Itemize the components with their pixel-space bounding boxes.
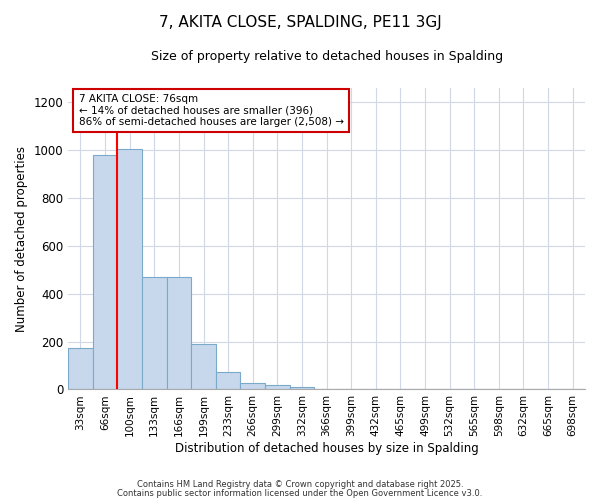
- Bar: [191, 344, 216, 390]
- Y-axis label: Number of detached properties: Number of detached properties: [15, 146, 28, 332]
- Bar: [241, 384, 265, 390]
- Text: 7 AKITA CLOSE: 76sqm
← 14% of detached houses are smaller (396)
86% of semi-deta: 7 AKITA CLOSE: 76sqm ← 14% of detached h…: [79, 94, 344, 127]
- Bar: [265, 384, 290, 390]
- Title: Size of property relative to detached houses in Spalding: Size of property relative to detached ho…: [151, 50, 503, 63]
- Bar: [142, 277, 167, 390]
- Text: Contains HM Land Registry data © Crown copyright and database right 2025.: Contains HM Land Registry data © Crown c…: [137, 480, 463, 489]
- Bar: [68, 348, 93, 390]
- X-axis label: Distribution of detached houses by size in Spalding: Distribution of detached houses by size …: [175, 442, 478, 455]
- Bar: [118, 149, 142, 390]
- Bar: [167, 277, 191, 390]
- Bar: [216, 372, 241, 390]
- Bar: [93, 155, 118, 390]
- Text: 7, AKITA CLOSE, SPALDING, PE11 3GJ: 7, AKITA CLOSE, SPALDING, PE11 3GJ: [158, 15, 442, 30]
- Bar: [290, 387, 314, 390]
- Text: Contains public sector information licensed under the Open Government Licence v3: Contains public sector information licen…: [118, 488, 482, 498]
